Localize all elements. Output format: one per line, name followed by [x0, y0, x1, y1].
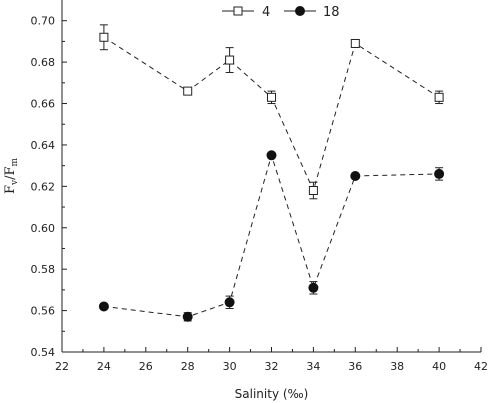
y-tick-label: 0.58	[31, 263, 56, 276]
x-tick-label: 34	[306, 360, 320, 373]
y-tick-label: 0.60	[31, 222, 56, 235]
y-axis-title-main: F	[3, 185, 18, 194]
legend-marker-4	[233, 6, 243, 16]
data-point	[225, 55, 235, 65]
data-point	[350, 171, 361, 181]
y-tick-label: 0.56	[31, 305, 56, 318]
series-line-18	[103, 153, 440, 318]
data-point	[350, 38, 360, 48]
data-point	[267, 92, 276, 102]
data-point	[224, 297, 235, 308]
legend-label-18: 18	[323, 5, 340, 20]
x-tick-label: 22	[55, 360, 69, 373]
data-point	[98, 301, 109, 312]
data-point	[99, 32, 109, 42]
y-axis-title: Fv/Fm	[3, 158, 20, 195]
x-tick-label: 36	[348, 360, 362, 373]
y-axis-title-sub1: v	[10, 179, 20, 186]
x-tick-label: 38	[390, 360, 404, 373]
x-tick-label: 30	[223, 360, 237, 373]
data-point	[182, 311, 193, 322]
legend: 4 18	[222, 5, 340, 20]
data-point	[266, 150, 277, 161]
x-tick-label: 24	[97, 360, 111, 373]
series-4	[99, 24, 444, 200]
series-layer	[98, 24, 445, 322]
y-axis-title-sub2: m	[10, 158, 20, 167]
y-tick-label: 0.66	[31, 98, 56, 111]
series-18	[98, 150, 445, 322]
data-point	[308, 185, 318, 195]
axes: 22 24 26 28 30 32 34 36 38 40 42 0.54 0.56 0.58 0.60 0.…	[31, 0, 488, 373]
x-axis-title: Salinity (‰)	[235, 387, 309, 401]
data-point	[434, 92, 444, 102]
y-tick-label: 0.68	[31, 56, 56, 69]
legend-marker-18	[295, 6, 305, 16]
x-tick-label: 40	[432, 360, 446, 373]
x-tick-label: 26	[139, 360, 153, 373]
x-tick-label: 42	[474, 360, 488, 373]
data-point	[434, 168, 445, 179]
y-tick-label: 0.64	[31, 139, 56, 152]
series-line-4	[103, 36, 440, 192]
legend-label-4: 4	[262, 5, 270, 20]
y-tick-label: 0.62	[31, 180, 56, 193]
data-point	[183, 86, 193, 96]
y-axis-title-slash: /F	[3, 167, 18, 180]
x-tick-label: 32	[265, 360, 279, 373]
y-tick-label: 0.54	[31, 346, 56, 359]
x-tick-label: 28	[181, 360, 195, 373]
data-point	[308, 282, 319, 293]
y-tick-label: 0.70	[31, 15, 56, 28]
